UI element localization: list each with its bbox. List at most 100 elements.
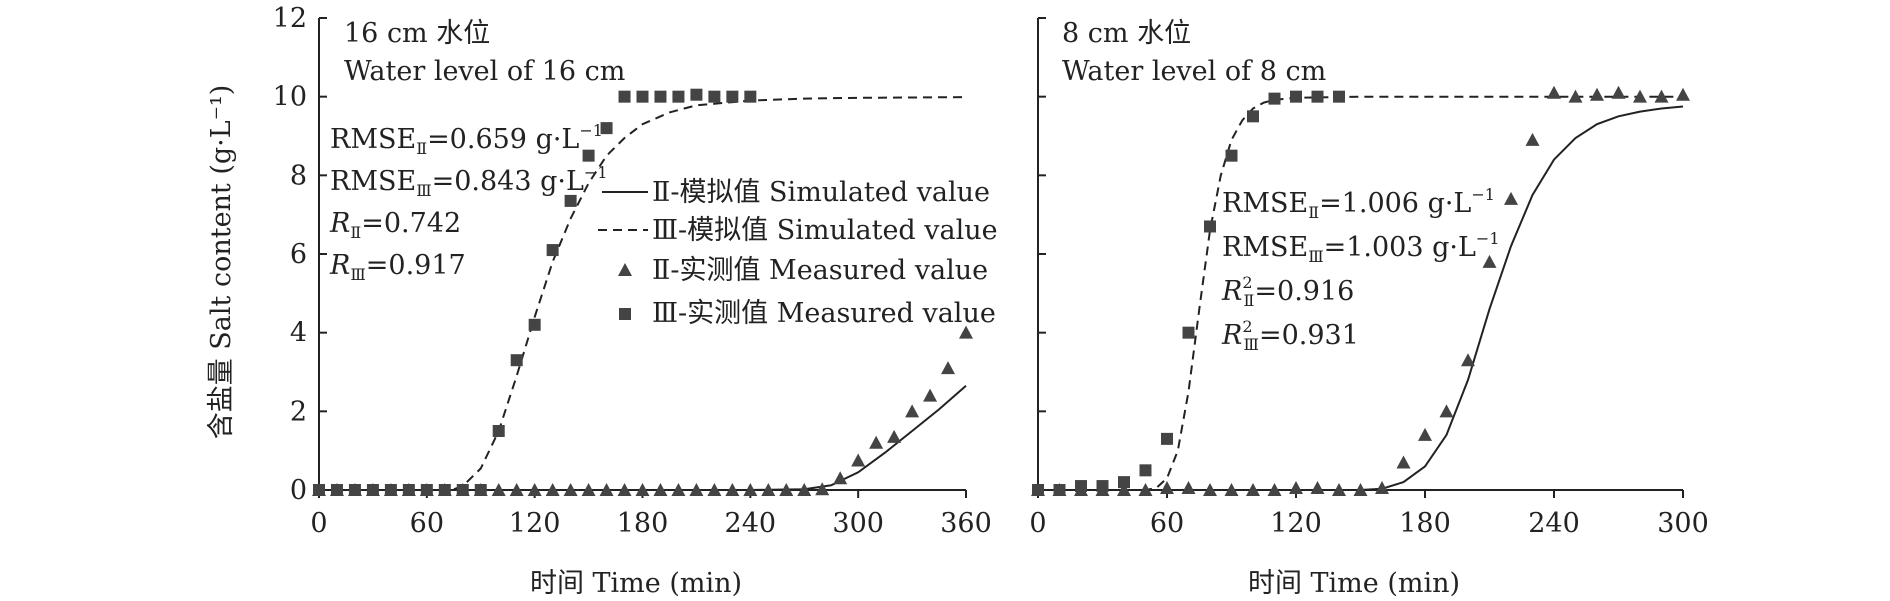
series-meas2-point — [1525, 132, 1540, 146]
series-sim3-line — [1038, 95, 1683, 491]
panel-right-title: 8 cm 水位 — [1062, 18, 1191, 49]
series-meas2-point — [1353, 483, 1368, 496]
series-meas3-point — [474, 484, 487, 496]
x-tick-label: 180 — [617, 508, 669, 539]
y-tick-label: 2 — [290, 396, 307, 427]
panel-right-text: 8 cm 水位 Water level of 8 cm 时间 Time (min… — [1062, 18, 1500, 599]
series-meas3-point — [510, 354, 523, 367]
panel-right-x-axis-label: 时间 Time (min) — [1248, 568, 1460, 599]
series-meas3-point — [313, 484, 325, 496]
series-meas2-point — [1461, 353, 1475, 367]
y-tick-label: 10 — [273, 82, 307, 113]
series-meas2-point — [1418, 427, 1432, 441]
x-tick-label: 120 — [509, 508, 561, 539]
series-meas2-point — [869, 435, 884, 449]
series-meas2-point — [545, 483, 560, 496]
panel-right-rmse3: RMSEⅢ=1.003 g·L−1 — [1222, 229, 1500, 266]
series-meas2-point — [1138, 483, 1153, 496]
series-meas3-point — [1268, 92, 1281, 105]
series-meas3-point — [1075, 480, 1087, 493]
panel-right-subtitle: Water level of 8 cm — [1062, 56, 1326, 87]
series-meas3-point — [348, 484, 361, 496]
series-meas2-point — [1181, 481, 1196, 495]
series-meas2-point — [1375, 481, 1389, 495]
series-meas3-point — [600, 122, 613, 135]
panel-right-rmse2: RMSEⅡ=1.006 g·L−1 — [1222, 185, 1495, 222]
series-meas2-point — [815, 482, 830, 496]
series-meas2-point — [887, 429, 902, 443]
series-meas2-point — [1203, 483, 1217, 496]
panel-left-x-axis-label: 时间 Time (min) — [530, 568, 742, 599]
series-meas3-point — [1053, 484, 1066, 496]
legend-sim2-label: Ⅱ-模拟值 Simulated value — [652, 177, 990, 208]
series-meas3-point — [1096, 480, 1109, 493]
series-meas2-point — [923, 388, 938, 402]
x-tick-label: 60 — [1150, 508, 1184, 539]
series-meas2-point — [1590, 87, 1604, 101]
panel-left-text: 16 cm 水位 Water level of 16 cm 时间 Time (m… — [329, 18, 742, 599]
series-meas3-point — [744, 90, 757, 103]
series-meas2-point — [1224, 483, 1239, 496]
series-meas2-point — [617, 483, 632, 496]
x-tick-label: 300 — [832, 508, 884, 539]
series-meas2-point — [509, 483, 524, 496]
series-meas3-point — [1225, 149, 1238, 162]
series-meas2-point — [1611, 85, 1626, 99]
series-meas3-point — [456, 484, 469, 496]
legend-meas2-marker — [618, 263, 632, 276]
series-meas2-point — [1310, 481, 1325, 495]
panel-left-title: 16 cm 水位 — [344, 18, 490, 49]
x-tick-label: 240 — [725, 508, 777, 539]
series-meas3-point — [582, 149, 595, 162]
panel-right: 0 60 120 180 240 300 — [1029, 17, 1709, 539]
series-meas3-point — [402, 484, 415, 496]
series-meas2-point — [761, 483, 776, 496]
series-meas3-point — [564, 194, 577, 207]
series-meas3-point — [1139, 464, 1152, 477]
series-meas2-point — [707, 483, 722, 496]
series-meas2-point — [959, 325, 973, 339]
x-tick-label: 120 — [1270, 508, 1322, 539]
y-tick-label: 6 — [290, 239, 307, 270]
series-meas3-point — [1204, 220, 1216, 233]
series-meas3-point — [330, 484, 343, 496]
series-meas2-point — [1482, 254, 1497, 268]
series-meas2-point — [563, 483, 578, 496]
series-meas2-point — [1117, 483, 1131, 496]
series-meas3-point — [1118, 476, 1130, 489]
panel-left-subtitle: Water level of 16 cm — [344, 56, 625, 87]
series-meas3-point — [726, 90, 739, 103]
series-meas2-point — [689, 483, 704, 496]
series-meas2-point — [941, 361, 956, 375]
series-meas3-point — [1311, 90, 1324, 103]
series-sim2-line — [1038, 105, 1684, 491]
series-meas3-point — [1032, 484, 1044, 496]
series-meas2-point — [743, 483, 758, 496]
series-meas2-point — [491, 483, 506, 496]
x-tick-label: 0 — [310, 508, 327, 539]
legend-meas2-label: Ⅱ-实测值 Measured value — [652, 255, 988, 286]
series-meas2-point — [581, 483, 596, 496]
series-sim2-line — [319, 385, 967, 491]
series-meas2-point — [725, 483, 740, 496]
legend-meas3-label: Ⅲ-实测值 Measured value — [652, 298, 996, 329]
series-meas2-point — [1396, 455, 1411, 469]
y-tick-label: 12 — [273, 3, 307, 34]
x-tick-label: 300 — [1657, 508, 1709, 539]
series-meas3-point — [528, 318, 541, 331]
series-meas2-point — [1289, 481, 1303, 495]
series-meas3-point — [1333, 90, 1345, 103]
series-meas2-point — [1504, 191, 1518, 205]
series-meas2-point — [851, 453, 866, 467]
series-meas3-point — [492, 425, 505, 437]
series-meas2-point — [1160, 481, 1174, 495]
legend: Ⅱ-模拟值 Simulated value Ⅲ-模拟值 Simulated va… — [598, 177, 998, 329]
x-tick-label: 0 — [1029, 508, 1046, 539]
series-meas3-point — [708, 90, 721, 103]
series-meas2-point — [1633, 89, 1647, 103]
series-meas2-point — [527, 483, 542, 496]
series-meas3-point — [690, 88, 703, 101]
series-meas2-point — [653, 483, 668, 496]
y-axis-label: 含盐量 Salt content (g·L⁻¹) — [206, 85, 237, 440]
